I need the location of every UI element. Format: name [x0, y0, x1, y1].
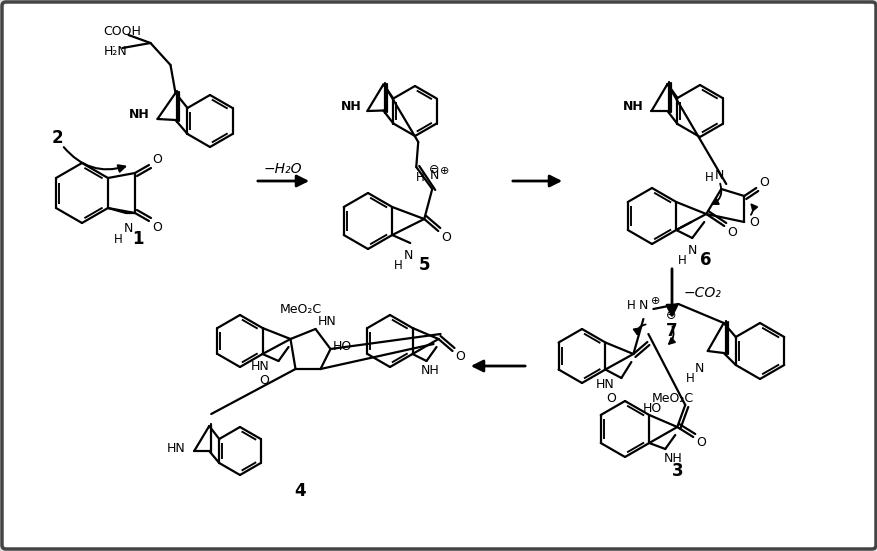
Text: H: H — [113, 233, 122, 246]
Text: MeO₂C: MeO₂C — [652, 392, 694, 406]
Text: ⊕: ⊕ — [650, 296, 660, 306]
Text: NH: NH — [623, 100, 643, 112]
Text: O: O — [695, 436, 705, 450]
Text: H: H — [394, 258, 403, 272]
Text: H: H — [704, 170, 713, 183]
Text: ⊖: ⊖ — [429, 163, 439, 176]
Text: 7: 7 — [665, 322, 676, 340]
Text: H: H — [677, 253, 686, 267]
Text: ⊕: ⊕ — [439, 166, 448, 176]
Text: 1: 1 — [132, 230, 144, 248]
Text: N: N — [638, 299, 647, 311]
Text: O: O — [748, 215, 759, 229]
Text: HN: HN — [317, 315, 337, 327]
Text: NH: NH — [340, 100, 361, 112]
Text: 5: 5 — [418, 256, 430, 274]
Text: N: N — [687, 244, 696, 257]
Text: O: O — [260, 375, 269, 387]
Text: HN: HN — [251, 360, 269, 374]
Text: O: O — [759, 176, 768, 188]
Text: ··: ·· — [109, 41, 117, 55]
Text: NH: NH — [421, 365, 439, 377]
Text: HN: HN — [167, 442, 185, 456]
Text: H: H — [416, 170, 424, 183]
Text: −CO₂: −CO₂ — [682, 286, 720, 300]
Text: O: O — [152, 153, 161, 165]
Text: 2: 2 — [51, 129, 63, 147]
Text: 3: 3 — [671, 462, 682, 480]
Text: HN: HN — [595, 377, 614, 391]
Text: N: N — [429, 169, 438, 181]
Text: H₂N: H₂N — [103, 45, 127, 57]
Text: N: N — [714, 169, 724, 181]
Text: 6: 6 — [700, 251, 711, 269]
Text: −H₂O: −H₂O — [263, 162, 302, 176]
Text: H: H — [626, 299, 635, 311]
Text: ⊖: ⊖ — [666, 309, 676, 321]
Text: NH: NH — [129, 107, 150, 121]
Text: O: O — [606, 392, 616, 404]
Text: H: H — [685, 372, 694, 386]
Text: N: N — [123, 222, 132, 235]
Text: N: N — [695, 363, 703, 375]
Text: COOH: COOH — [103, 24, 141, 37]
Text: HO: HO — [332, 341, 352, 354]
Text: NH: NH — [663, 452, 681, 466]
Text: O: O — [152, 220, 161, 234]
Text: O: O — [455, 350, 465, 364]
Text: N: N — [403, 249, 412, 262]
Text: O: O — [726, 225, 737, 239]
Text: MeO₂C: MeO₂C — [279, 302, 321, 316]
Text: HO: HO — [642, 402, 661, 415]
Text: O: O — [441, 230, 451, 244]
Text: 4: 4 — [294, 482, 305, 500]
